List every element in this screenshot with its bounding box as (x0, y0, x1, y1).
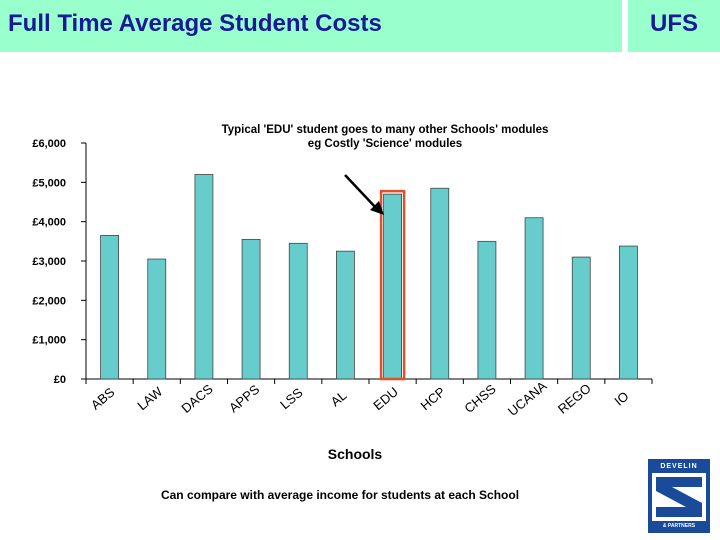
logo-bar: UFS (628, 0, 720, 52)
bar-chss (477, 240, 497, 380)
x-tick-label: UCANA (505, 378, 550, 419)
x-tick-label: IO (611, 388, 631, 408)
develin-logo: DEVELIN & PARTNERS (648, 459, 710, 533)
x-tick-label: CHSS (461, 381, 499, 416)
x-tick-label: ABS (88, 384, 118, 412)
bar-hcp (430, 187, 450, 380)
develin-logo-mark (652, 473, 706, 521)
x-axis-label: Schools (327, 446, 383, 462)
bar-al (336, 250, 355, 380)
annotation-line-2: eg Costly 'Science' modules (307, 138, 463, 150)
y-tick-label: £1,000 (32, 335, 66, 347)
x-tick-label: DACS (178, 381, 216, 416)
y-tick-label: £4,000 (32, 217, 66, 229)
develin-logo-text: DEVELIN (660, 463, 698, 470)
bar-io (619, 245, 638, 380)
pointer-arrow (344, 174, 378, 210)
x-tick-label: LSS (277, 385, 306, 412)
page-title: Full Time Average Student Costs (8, 10, 382, 37)
x-tick-label: AL (328, 388, 350, 410)
pointer-arrowhead (370, 201, 384, 215)
bar-ucana (524, 217, 544, 380)
x-tick-label: HCP (418, 384, 449, 413)
y-tick-label: £5,000 (32, 177, 66, 189)
logo-mark-icon (656, 477, 702, 517)
x-tick-label: LAW (134, 383, 165, 413)
bar-dacs (194, 174, 214, 380)
chart-annotation: Typical 'EDU' student goes to many other… (190, 123, 580, 151)
y-tick-label: £0 (54, 374, 66, 386)
highlight-box (379, 189, 406, 381)
x-tick-label: REGO (555, 380, 594, 416)
x-tick-label: EDU (370, 384, 401, 413)
annotation-line-1: Typical 'EDU' student goes to many other… (221, 124, 549, 136)
footnote: Can compare with average income for stud… (160, 488, 520, 502)
x-tick-label: APPS (226, 381, 262, 415)
bar-edu (383, 193, 402, 380)
title-bar: Full Time Average Student Costs (0, 0, 622, 52)
develin-logo-subtext: & PARTNERS (662, 523, 696, 529)
y-tick-label: £3,000 (32, 256, 66, 268)
bar-rego (571, 256, 591, 380)
y-tick-label: £6,000 (32, 138, 66, 150)
y-tick-label: £2,000 (32, 295, 66, 307)
bar-apps (241, 238, 261, 380)
bar-abs (100, 235, 119, 380)
bar-lss (288, 242, 308, 380)
bar-law (147, 258, 167, 380)
ufs-logo: UFS (650, 10, 698, 37)
